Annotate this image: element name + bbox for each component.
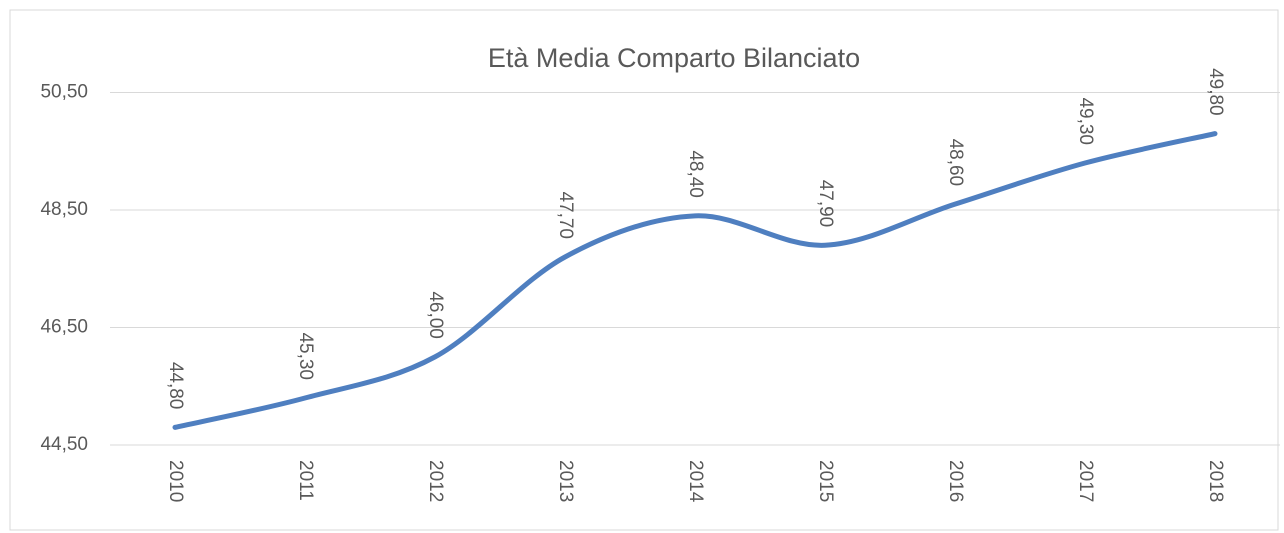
x-tick-label: 2014 (685, 460, 706, 503)
data-label: 48,60 (945, 139, 966, 187)
x-tick-label: 2012 (425, 460, 446, 502)
x-tick-label: 2015 (815, 460, 836, 502)
data-label: 47,90 (815, 180, 836, 228)
x-tick-label: 2018 (1205, 460, 1226, 502)
data-label: 47,70 (555, 191, 576, 239)
data-label: 46,00 (425, 291, 446, 339)
data-label: 45,30 (295, 332, 316, 380)
x-tick-label: 2016 (945, 460, 966, 502)
data-label: 44,80 (165, 362, 186, 410)
line (172, 131, 1218, 430)
chart-border (9, 9, 1279, 531)
x-tick-label: 2017 (1075, 460, 1096, 502)
x-tick-label: 2013 (555, 460, 576, 502)
x-tick-label: 2010 (165, 460, 186, 502)
x-tick-label: 2011 (295, 460, 316, 501)
data-label: 49,80 (1205, 68, 1226, 116)
data-label: 48,40 (685, 150, 706, 198)
y-tick-label: 44,50 (40, 434, 88, 455)
y-tick-label: 50,50 (40, 82, 88, 103)
data-label: 49,30 (1075, 97, 1096, 145)
y-tick-label: 48,50 (40, 199, 88, 220)
chart-title: Età Media Comparto Bilanciato (488, 43, 860, 73)
y-tick-label: 46,50 (40, 317, 88, 338)
